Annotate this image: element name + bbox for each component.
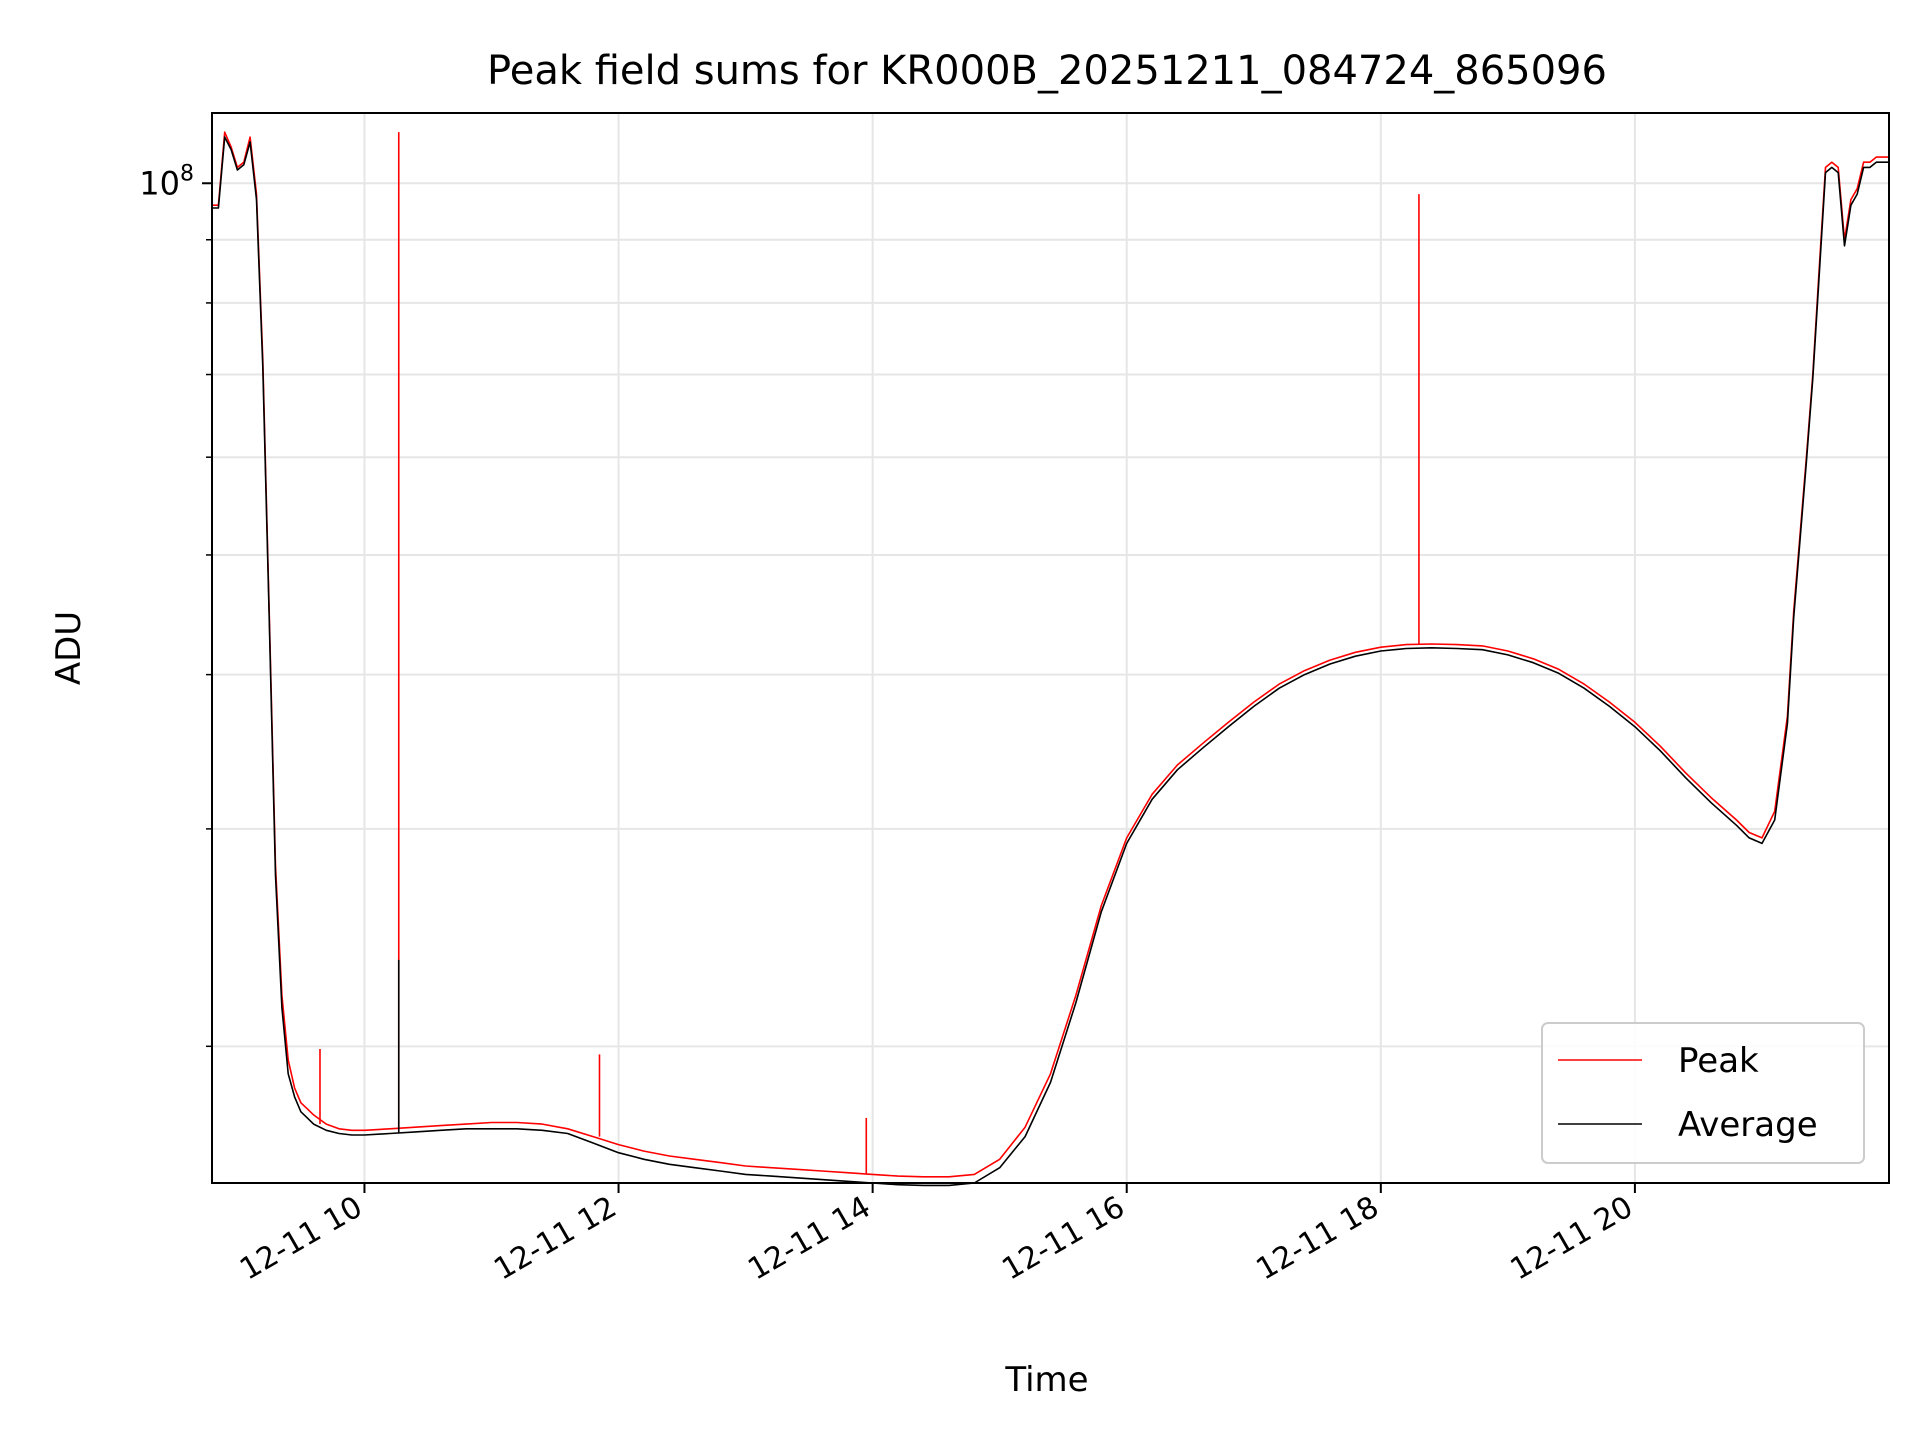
y-axis-label: ADU (49, 611, 89, 685)
y-tick-label: 108 (139, 161, 194, 202)
series-line-average (212, 136, 1889, 1187)
legend: Peak Average (1541, 1022, 1865, 1164)
plot-frame (211, 112, 1890, 1184)
series-layer (212, 131, 1889, 1187)
legend-label-average: Average (1678, 1105, 1818, 1145)
x-axis-label: Time (1004, 1360, 1088, 1400)
legend-label-peak: Peak (1678, 1041, 1759, 1081)
legend-box (1541, 1022, 1865, 1164)
chart-title: Peak field sums for KR000B_20251211_0847… (487, 48, 1607, 94)
grid (212, 113, 1889, 1183)
